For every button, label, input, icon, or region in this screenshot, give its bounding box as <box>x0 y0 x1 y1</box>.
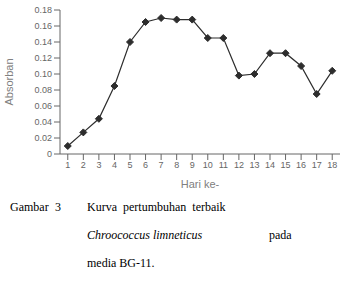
svg-text:8: 8 <box>174 160 179 170</box>
svg-text:14: 14 <box>265 160 275 170</box>
html-text:media BG-11.: media BG-11. <box>87 256 155 270</box>
svg-text:0.08: 0.08 <box>34 85 52 95</box>
html-text:3: 3 <box>55 200 61 214</box>
html-text:Chroococcus limneticus: Chroococcus limneticus <box>87 228 203 242</box>
svg-text:0.16: 0.16 <box>34 21 52 31</box>
html-text:Gambar: Gambar <box>10 200 49 214</box>
svg-text:1: 1 <box>65 160 70 170</box>
svg-text:4: 4 <box>112 160 117 170</box>
svg-text:12: 12 <box>234 160 244 170</box>
svg-text:5: 5 <box>127 160 132 170</box>
svg-text:6: 6 <box>143 160 148 170</box>
html-text:pada: pada <box>269 228 292 242</box>
svg-text:16: 16 <box>296 160 306 170</box>
svg-text:15: 15 <box>281 160 291 170</box>
svg-text:0.14: 0.14 <box>34 37 52 47</box>
svg-text:0.10: 0.10 <box>34 69 52 79</box>
svg-text:13: 13 <box>249 160 259 170</box>
svg-text:11: 11 <box>219 160 228 170</box>
svg-text:2: 2 <box>81 160 86 170</box>
svg-text:7: 7 <box>159 160 164 170</box>
svg-text:0.04: 0.04 <box>34 117 52 127</box>
svg-text:0.02: 0.02 <box>34 133 52 143</box>
svg-text:9: 9 <box>190 160 195 170</box>
svg-text:0: 0 <box>47 149 52 159</box>
svg-text:0.06: 0.06 <box>34 101 52 111</box>
html-text:Kurva pertumbuhan terbaik: Kurva pertumbuhan terbaik <box>87 200 226 214</box>
svg-text:10: 10 <box>203 160 213 170</box>
svg-text:Hari ke-: Hari ke- <box>181 178 220 190</box>
svg-text:3: 3 <box>96 160 101 170</box>
svg-text:17: 17 <box>312 160 322 170</box>
svg-text:Absorban: Absorban <box>8 58 15 105</box>
svg-text:0.18: 0.18 <box>34 5 52 15</box>
svg-text:18: 18 <box>327 160 337 170</box>
svg-text:0.12: 0.12 <box>34 53 52 63</box>
